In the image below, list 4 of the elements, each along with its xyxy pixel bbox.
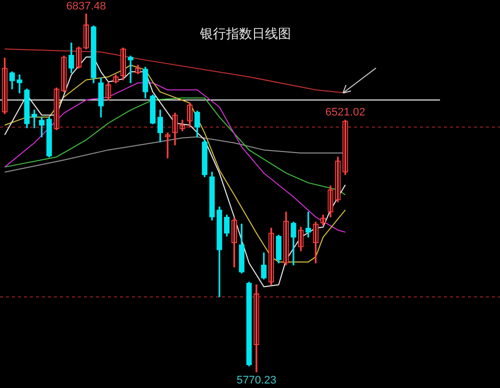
text: 银行指数日线图	[200, 26, 291, 43]
annotation: 5770.23	[236, 374, 276, 386]
annotation: 6521.02	[325, 106, 366, 119]
annotation: 6837.48	[66, 0, 106, 12]
